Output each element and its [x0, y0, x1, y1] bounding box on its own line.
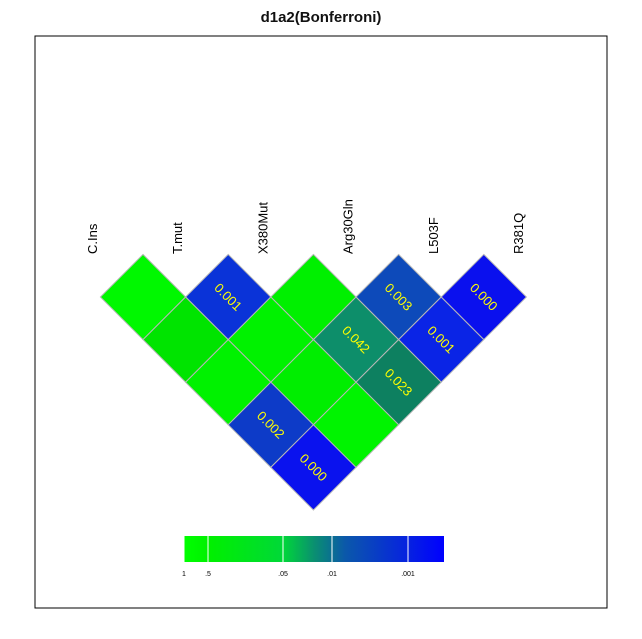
- variable-label: R381Q: [511, 213, 526, 254]
- colorbar-tick-label: .05: [278, 571, 288, 578]
- colorbar-tick-label: .001: [401, 571, 415, 578]
- colorbar-tick-label: 1: [182, 571, 186, 578]
- chart-title: d1a2(Bonferroni): [261, 9, 382, 26]
- variable-label: C.Ins: [85, 223, 100, 254]
- colorbar-tick-label: .01: [327, 571, 337, 578]
- colorbar: 1 .5 .05 .01 .001: [182, 536, 444, 578]
- plot-frame: [34, 35, 608, 609]
- colorbar-tick-label: .5: [205, 571, 211, 578]
- variable-label: L503F: [426, 217, 441, 254]
- variable-label: Arg30Gln: [341, 199, 356, 254]
- variable-label: X380Mut: [255, 202, 270, 254]
- heatmap-cell-C.Ins-R381Q: [270, 424, 357, 511]
- variable-labels: C.Ins T.mut X380Mut Arg30Gln L503F R381Q: [85, 199, 526, 254]
- variable-label: T.mut: [170, 222, 185, 254]
- colorbar-gradient: [184, 536, 444, 562]
